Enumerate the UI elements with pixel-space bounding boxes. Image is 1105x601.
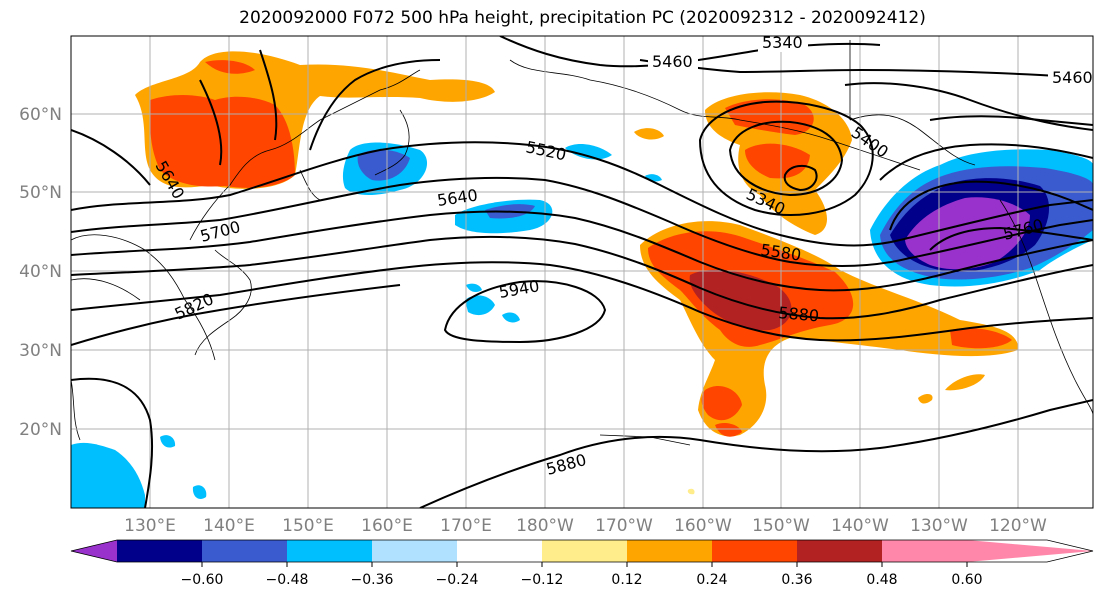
lat-label-40n: 40°N	[19, 262, 62, 282]
lon-label-130w: 130°W	[910, 516, 968, 536]
colorbar-tick-label: 0.12	[611, 572, 642, 588]
lon-label-140e: 140°E	[203, 516, 255, 536]
lon-label-160e: 160°E	[361, 516, 413, 536]
lon-label-140w: 140°W	[831, 516, 889, 536]
colorbar: −0.60 −0.48 −0.36 −0.24 −0.12 0.12 0.24 …	[70, 539, 1094, 588]
colorbar-segment-2	[202, 540, 287, 562]
colorbar-segment-6	[542, 540, 627, 562]
colorbar-segment-3	[287, 540, 372, 562]
lon-label-170e: 170°E	[440, 516, 492, 536]
colorbar-segment-1	[117, 540, 202, 562]
contour-label-5460-right: 5460	[1052, 68, 1093, 87]
colorbar-tick-label: 0.36	[781, 572, 812, 588]
colorbar-segment-7	[627, 540, 712, 562]
lon-label-150e: 150°E	[282, 516, 334, 536]
colorbar-tick-label: 0.60	[951, 572, 982, 588]
colorbar-tick-label: −0.48	[266, 572, 309, 588]
colorbar-segment-5	[457, 540, 542, 562]
colorbar-tick-label: 0.24	[696, 572, 727, 588]
colorbar-tick-label: −0.12	[521, 572, 564, 588]
colorbar-segment-8	[712, 540, 797, 562]
colorbar-tick-label: −0.24	[436, 572, 479, 588]
latitude-labels: 60°N 50°N 40°N 30°N 20°N	[19, 105, 62, 440]
colorbar-segment-10	[882, 540, 967, 562]
contour-label-5340-top: 5340	[762, 33, 803, 52]
lon-label-130e: 130°E	[124, 516, 176, 536]
colorbar-tick-label: −0.60	[181, 572, 224, 588]
height-contours	[71, 36, 1093, 508]
coastlines	[71, 40, 1093, 446]
colorbar-segment-4	[372, 540, 457, 562]
lon-label-170w: 170°W	[595, 516, 653, 536]
lon-label-160w: 160°W	[674, 516, 732, 536]
map-title: 2020092000 F072 500 hPa height, precipit…	[239, 8, 926, 28]
colorbar-tick-label: −0.36	[351, 572, 394, 588]
colorbar-segment-9	[797, 540, 882, 562]
longitude-labels: 130°E 140°E 150°E 160°E 170°E 180°W 170°…	[124, 516, 1047, 536]
plot-frame	[70, 35, 1094, 509]
lon-label-150w: 150°W	[752, 516, 810, 536]
colorbar-tick-label: 0.48	[866, 572, 897, 588]
contour-label-5460-center: 5460	[652, 52, 693, 71]
colorbar-outline	[70, 539, 1094, 563]
lat-label-30n: 30°N	[19, 341, 62, 361]
lat-label-50n: 50°N	[19, 183, 62, 203]
precip-shading	[71, 51, 1093, 508]
colorbar-segment-0	[71, 540, 117, 562]
lat-label-20n: 20°N	[19, 420, 62, 440]
colorbar-segment-11	[967, 540, 1093, 562]
lon-label-120w: 120°W	[989, 516, 1047, 536]
contour-label-5880-center: 5880	[778, 303, 820, 325]
lat-label-60n: 60°N	[19, 105, 62, 125]
lon-label-180w: 180°W	[516, 516, 574, 536]
